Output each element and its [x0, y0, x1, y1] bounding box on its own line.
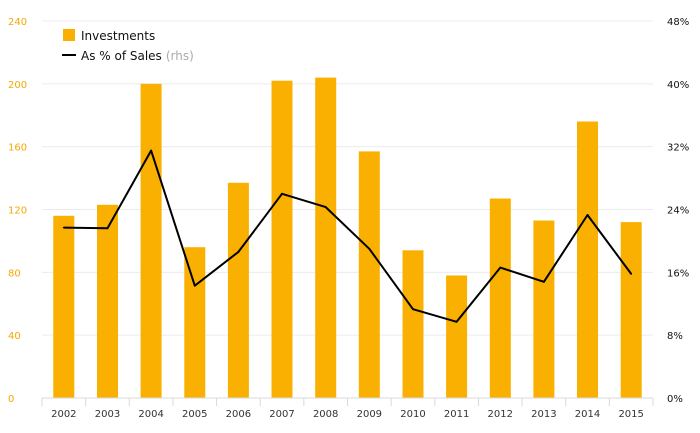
sales-pct-line: [63, 149, 633, 323]
bar-2002: [53, 215, 75, 398]
axis-layer: 0 40 80 120 160 200 240 0% 8% 16% 24% 32% 40% 48% 2002…: [8, 17, 689, 420]
bar-2008: [315, 77, 337, 398]
y-right-tick-label-3: 24%: [667, 206, 689, 217]
y-left-tick-label-0: 0: [8, 394, 14, 405]
bar-2014: [577, 121, 598, 398]
bar-2013: [533, 220, 555, 398]
legend-label-investments: Investments: [81, 29, 155, 43]
sales-pct-point-2013: [543, 280, 545, 283]
x-tick-label-2015: 2015: [618, 409, 643, 420]
y-right-tick-label-5: 40%: [667, 80, 689, 91]
x-tick-label-2012: 2012: [488, 409, 513, 420]
y-right-tick-label-6: 48%: [667, 17, 689, 28]
sales-pct-point-2003: [106, 227, 109, 230]
bar-2009: [358, 151, 380, 398]
bar-2011: [446, 275, 468, 398]
bars-layer: [53, 77, 642, 399]
sales-pct-point-2005: [193, 284, 196, 287]
x-tick-label-2014: 2014: [575, 409, 600, 420]
sales-pct-point-2004: [150, 149, 153, 152]
y-left-tick-label-160: 160: [8, 143, 27, 154]
legend: Investments As % of Sales (rhs): [62, 29, 194, 63]
sales-pct-point-2007: [281, 192, 283, 195]
bar-2007: [271, 80, 293, 398]
bar-2006: [227, 182, 249, 398]
y-right-tick-label-2: 16%: [667, 268, 689, 279]
x-tick-label-2009: 2009: [357, 409, 382, 420]
x-tick-label-2004: 2004: [138, 409, 163, 420]
x-tick-label-2013: 2013: [531, 409, 556, 420]
y-left-tick-label-200: 200: [8, 80, 27, 91]
sales-pct-point-2006: [237, 251, 240, 253]
grid-layer: [42, 20, 653, 336]
sales-pct-point-2008: [324, 206, 327, 209]
sales-pct-point-2015: [630, 273, 633, 275]
x-tick-label-2008: 2008: [313, 409, 338, 420]
y-left-tick-label-240: 240: [8, 17, 27, 28]
bar-2003: [97, 204, 118, 398]
x-tick-label-2006: 2006: [226, 409, 251, 420]
legend-label-sales-pct: As % of Sales (rhs): [81, 49, 194, 63]
y-left-tick-label-80: 80: [8, 268, 21, 279]
y-right-tick-label-4: 32%: [667, 143, 689, 154]
y-right-tick-label-0: 0%: [667, 394, 683, 405]
bar-2005: [184, 247, 206, 398]
sales-pct-point-2010: [412, 308, 414, 311]
x-tick-label-2010: 2010: [400, 409, 425, 420]
x-tick-label-2011: 2011: [444, 409, 469, 420]
y-right-tick-label-1: 8%: [667, 331, 683, 342]
line-layer: [62, 149, 633, 323]
y-left-tick-label-40: 40: [8, 331, 21, 342]
sales-pct-point-2002: [62, 226, 65, 229]
sales-pct-point-2011: [455, 320, 458, 323]
x-tick-label-2007: 2007: [269, 409, 294, 420]
sales-pct-point-2012: [499, 266, 502, 269]
x-tick-label-2005: 2005: [182, 409, 207, 420]
y-left-tick-label-120: 120: [8, 206, 27, 217]
x-tick-label-2003: 2003: [95, 409, 120, 420]
x-tick-label-2002: 2002: [51, 409, 76, 420]
legend-swatch-investments: [63, 29, 75, 41]
bar-2012: [489, 198, 511, 398]
bar-2010: [402, 250, 424, 398]
legend-label-sales-pct-suffix: (rhs): [166, 49, 194, 63]
bar-2015: [620, 222, 642, 398]
sales-pct-point-2009: [368, 247, 371, 250]
sales-pct-point-2014: [586, 214, 589, 216]
bar-2004: [140, 83, 162, 399]
legend-label-sales-pct-main: As % of Sales: [81, 49, 162, 63]
